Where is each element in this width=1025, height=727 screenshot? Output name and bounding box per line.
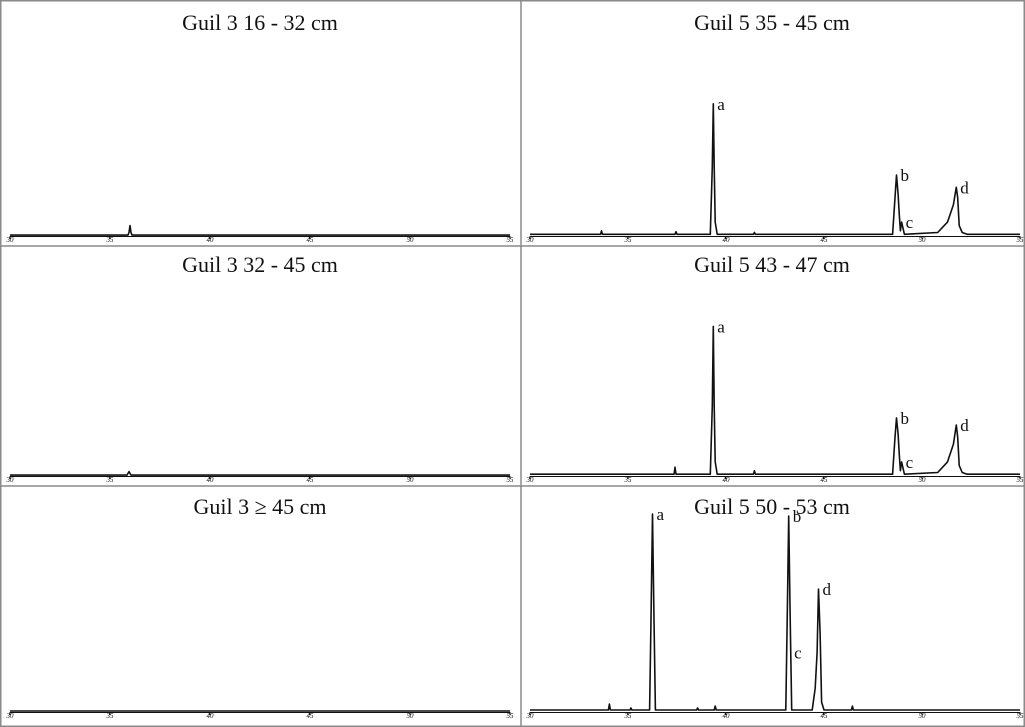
x-tick-label: 50 — [407, 236, 415, 244]
x-tick-label: 35 — [106, 236, 115, 244]
chart-title: Guil 5 43 - 47 cm — [694, 252, 850, 277]
x-tick-label: 45 — [821, 236, 829, 244]
chart-title: Guil 5 35 - 45 cm — [694, 10, 850, 35]
x-tick-label: 40 — [207, 236, 215, 244]
peak-label-b: b — [901, 409, 910, 428]
x-tick-label: 40 — [207, 476, 215, 484]
chromatogram-trace — [10, 470, 510, 476]
chromatogram-trace — [530, 513, 1020, 711]
x-tick-label: 45 — [307, 236, 315, 244]
chromatogram-trace — [10, 224, 510, 236]
peak-label-a: a — [717, 317, 725, 336]
x-tick-label: 30 — [6, 476, 15, 484]
chromatogram-trace — [530, 103, 1020, 236]
peak-label-b: b — [901, 166, 910, 185]
x-tick-label: 40 — [723, 712, 731, 720]
x-tick-label: 45 — [821, 712, 829, 720]
chart-title: Guil 5 50 - 53 cm — [694, 494, 850, 519]
chromatogram-trace — [530, 325, 1020, 475]
x-tick-label: 50 — [919, 476, 927, 484]
x-tick-label: 45 — [821, 476, 829, 484]
x-tick-label: 50 — [407, 712, 415, 720]
x-tick-label: 35 — [624, 476, 633, 484]
peak-label-d: d — [960, 178, 969, 197]
chart-title: Guil 3 ≥ 45 cm — [193, 494, 326, 519]
peak-label-c: c — [906, 453, 914, 472]
x-tick-label: 50 — [407, 476, 415, 484]
x-tick-label: 40 — [723, 236, 731, 244]
x-tick-label: 30 — [526, 236, 535, 244]
x-tick-label: 55 — [1017, 236, 1025, 244]
x-tick-label: 55 — [1017, 712, 1025, 720]
x-tick-label: 35 — [106, 476, 115, 484]
x-tick-label: 30 — [6, 712, 15, 720]
x-tick-label: 55 — [1017, 476, 1025, 484]
chart-title: Guil 3 32 - 45 cm — [182, 252, 338, 277]
peak-label-c: c — [794, 644, 802, 663]
peak-label-a: a — [657, 505, 665, 524]
chart-panel-2: Guil 5 35 - 45 cm 30 35 40 45 50 55 a b c d — [526, 10, 1025, 244]
x-tick-label: 55 — [507, 712, 515, 720]
x-tick-label: 55 — [507, 476, 515, 484]
peak-label-d: d — [960, 416, 969, 435]
chart-panel-4: Guil 5 43 - 47 cm 30 35 40 45 50 55 a b c d — [526, 252, 1025, 484]
x-tick-label: 55 — [507, 236, 515, 244]
x-tick-label: 50 — [919, 236, 927, 244]
x-tick-label: 45 — [307, 476, 315, 484]
chart-panel-6: Guil 5 50 - 53 cm 30 35 40 45 50 55 a b c d — [526, 494, 1025, 720]
x-tick-label: 30 — [6, 236, 15, 244]
peak-label-d: d — [823, 580, 832, 599]
x-tick-label: 30 — [526, 712, 535, 720]
chart-title: Guil 3 16 - 32 cm — [182, 10, 338, 35]
peak-label-a: a — [717, 95, 725, 114]
x-tick-label: 30 — [526, 476, 535, 484]
chart-panel-5: Guil 3 ≥ 45 cm 30 35 40 45 50 55 — [6, 494, 515, 720]
x-tick-label: 40 — [723, 476, 731, 484]
x-tick-label: 50 — [919, 712, 927, 720]
peak-label-c: c — [906, 213, 914, 232]
chart-panel-3: Guil 3 32 - 45 cm 30 35 40 45 50 55 — [6, 252, 515, 484]
x-tick-label: 45 — [307, 712, 315, 720]
chart-panel-1: Guil 3 16 - 32 cm 30 35 40 45 50 55 — [6, 10, 515, 244]
peak-label-b: b — [793, 507, 802, 526]
x-tick-label: 35 — [624, 712, 633, 720]
x-tick-label: 35 — [624, 236, 633, 244]
x-tick-label: 40 — [207, 712, 215, 720]
x-tick-label: 35 — [106, 712, 115, 720]
